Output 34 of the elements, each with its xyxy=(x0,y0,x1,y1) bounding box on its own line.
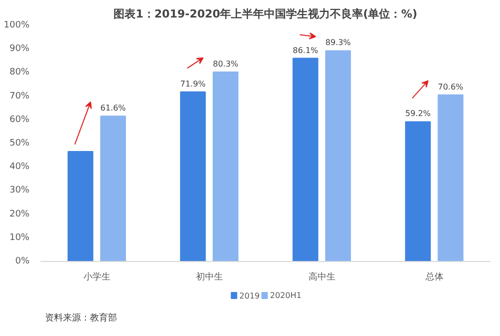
y-tick-label: 90% xyxy=(9,44,30,54)
bar xyxy=(212,71,238,262)
legend-label: 2019 xyxy=(239,292,260,300)
bar xyxy=(68,151,94,262)
bar xyxy=(292,58,318,262)
y-tick-label: 60% xyxy=(9,114,30,125)
data-label: 70.6% xyxy=(438,82,464,92)
y-tick-label: 0% xyxy=(15,256,30,266)
data-label: 80.3% xyxy=(212,59,239,68)
y-tick-label: 80% xyxy=(9,68,30,78)
text: 资料来源：教育部 xyxy=(45,312,117,324)
y-tick-label: 20% xyxy=(9,209,30,220)
bar xyxy=(438,94,464,262)
data-label: 86.1% xyxy=(292,46,319,55)
y-tick-label: 100% xyxy=(4,20,30,30)
x-tick-label: 小学生 xyxy=(83,272,110,282)
bar xyxy=(180,91,206,262)
y-tick-label: 40% xyxy=(9,162,30,172)
data-label: 59.2% xyxy=(405,109,432,118)
data-label: 71.9% xyxy=(180,79,206,88)
legend-label: 2020H1 xyxy=(270,291,302,300)
y-tick-label: 50% xyxy=(9,138,30,148)
chart-title: 图表1：2019-2020年上半年中国学生视力不良率(单位：%) xyxy=(114,8,418,20)
x-tick-label: 初中生 xyxy=(196,272,223,282)
data-label: 89.3% xyxy=(325,38,352,48)
bar xyxy=(100,116,126,262)
x-tick-label: 总体 xyxy=(424,272,444,282)
bar xyxy=(325,50,351,262)
bar xyxy=(405,121,431,262)
x-tick-label: 高中生 xyxy=(308,272,336,282)
y-tick-label: 70% xyxy=(9,91,30,102)
data-label: 61.6% xyxy=(100,104,126,113)
y-tick-label: 10% xyxy=(9,232,30,243)
y-tick-label: 30% xyxy=(9,186,30,196)
